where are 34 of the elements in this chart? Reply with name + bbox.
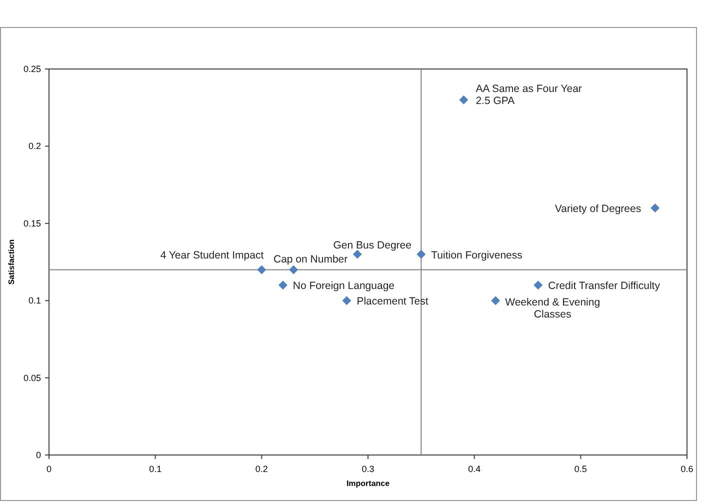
point bbox=[459, 95, 468, 104]
y-tick-label: 0.2 bbox=[28, 141, 41, 152]
point bbox=[534, 280, 543, 290]
x-tick-label: 0.3 bbox=[362, 464, 374, 474]
point bbox=[491, 296, 500, 306]
annotation: 4 Year Student Impact bbox=[160, 250, 264, 262]
point bbox=[278, 280, 288, 290]
annotation: Tuition Forgiveness bbox=[431, 249, 522, 262]
y-tick-label: 0.05 bbox=[23, 372, 41, 383]
point bbox=[650, 203, 660, 212]
annotation: Cap on Number bbox=[274, 254, 348, 266]
x-tick-label: 0.4 bbox=[468, 464, 481, 474]
x-tick-label: 0.6 bbox=[680, 464, 694, 474]
x-tick-label: 0 bbox=[46, 464, 52, 474]
point bbox=[342, 296, 352, 306]
annotation: Credit Transfer Difficulty bbox=[548, 280, 661, 292]
x-tick-label: 0.5 bbox=[574, 464, 587, 474]
point bbox=[257, 265, 266, 274]
point bbox=[289, 265, 298, 274]
y-tick-label: 0.1 bbox=[28, 296, 41, 306]
point bbox=[416, 250, 426, 259]
y-tick-label: 0 bbox=[36, 450, 41, 460]
y-axis-title: Satisfaction bbox=[7, 239, 16, 285]
annotation: Gen Bus Degree bbox=[333, 239, 412, 252]
annotation: No Foreign Language bbox=[292, 280, 395, 292]
y-tick-label: 0.15 bbox=[23, 218, 41, 228]
x-tick-label: 0.1 bbox=[149, 464, 162, 474]
y-tick-label: 0.25 bbox=[23, 64, 41, 74]
x-tick-label: 0.2 bbox=[255, 464, 268, 474]
annotation: Variety of Degrees bbox=[554, 202, 642, 215]
annotation: AA Same as Four Year 2.5 GPA bbox=[476, 82, 582, 107]
point bbox=[352, 250, 362, 259]
annotation: Weekend & Evening Classes bbox=[505, 296, 600, 321]
x-axis-title: Importance bbox=[346, 479, 390, 488]
